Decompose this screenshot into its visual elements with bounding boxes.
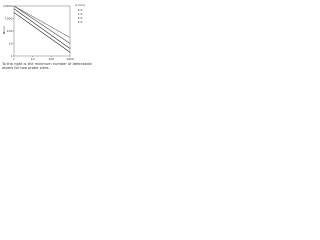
x-tick-label: 100 — [48, 57, 54, 61]
y-tick-label: 100 — [7, 29, 13, 33]
legend-label: 5.0 — [78, 20, 83, 24]
series-line — [13, 5, 71, 38]
series-line — [13, 8, 71, 49]
legend-label: 2.0 — [78, 16, 83, 20]
plot-frame — [13, 5, 71, 57]
legend-title: d (nm) — [75, 3, 85, 7]
page: Nmin d (nm) 1 10 100 1000 10000 1 10 100 1000 0.5… — [0, 0, 100, 78]
y-tick-label: 1 — [11, 54, 13, 58]
series-line — [13, 12, 71, 53]
y-tick-label: 10000 — [3, 4, 13, 8]
x-tick-label: 10 — [31, 57, 35, 61]
x-tick-label: 1000 — [66, 57, 74, 61]
caption: To the right is the minimum number of de… — [2, 62, 92, 71]
y-tick-label: 10 — [9, 42, 13, 46]
x-tick-label: 1 — [13, 57, 15, 61]
y-tick-label: 1000 — [5, 17, 13, 21]
legend-label: 0.5 — [78, 8, 83, 12]
y-axis-label: Nmin — [2, 26, 6, 34]
series-line — [13, 5, 71, 44]
legend-label: 1.0 — [78, 12, 83, 16]
